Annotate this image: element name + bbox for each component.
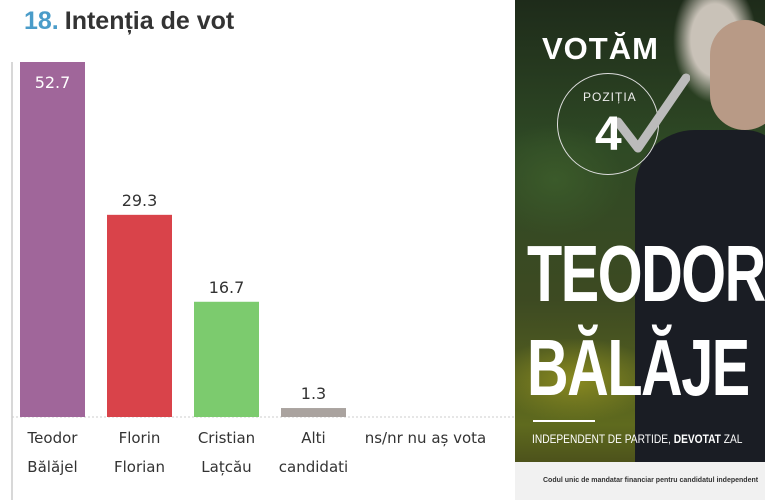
category-label-4-0: ns/nr nu aș vota [365,429,487,447]
category-label-3-1: candidati [279,458,348,476]
poster-footer: Codul unic de mandatar financiar pentru … [515,462,765,500]
data-label-2: 16.7 [209,278,245,297]
category-label-0-1: Bălăjel [27,458,77,476]
data-label-1: 29.3 [122,191,158,210]
category-label-2-0: Cristian [198,429,255,447]
bar-3 [281,408,346,417]
bar-0 [20,62,85,417]
candidate-last-name: BĂLĂJE [527,323,750,412]
candidate-first-name: TEODOR [527,229,765,318]
category-label-0-0: Teodor [27,429,79,447]
tagline-part: INDEPENDENT DE PARTIDE, [532,432,674,446]
candidate-suit [635,130,765,470]
tagline-part: ZAL [720,432,743,446]
category-label-2-1: Lațcău [201,458,251,476]
divider [533,420,595,422]
bar-1 [107,214,172,417]
poster-headline: VOTĂM [542,31,659,66]
candidate-head [710,20,765,130]
campaign-poster: VOTĂM POZIȚIA 4 TEODOR BĂLĂJE INDEPENDEN… [515,0,765,500]
category-label-1-1: Florian [114,458,165,476]
data-label-3: 1.3 [301,384,326,403]
position-number: 4 [595,108,622,161]
position-label: POZIȚIA [583,90,637,104]
chart-title: 18. Intenția de vot [24,6,234,36]
poster-tagline: INDEPENDENT DE PARTIDE, DEVOTAT ZAL [532,432,742,446]
title-number: 18. [24,7,59,35]
bar-2 [194,301,259,417]
chart-svg: 52.7 Teodor Bălăjel 29.3 Florin Florian 16.7 Cr… [11,62,515,500]
category-label-3-0: Alti [301,429,325,447]
footer-text: Codul unic de mandatar financiar pentru … [543,477,759,484]
title-text: Intenția de vot [64,7,235,35]
bar-chart: 18. Intenția de vot 52.7 Teodor Bălăjel 29.3… [11,6,515,500]
checkmark-icon [613,73,690,153]
category-label-1-0: Florin [119,429,161,447]
data-label-0: 52.7 [35,73,71,92]
tagline-bold: DEVOTAT [673,432,721,446]
